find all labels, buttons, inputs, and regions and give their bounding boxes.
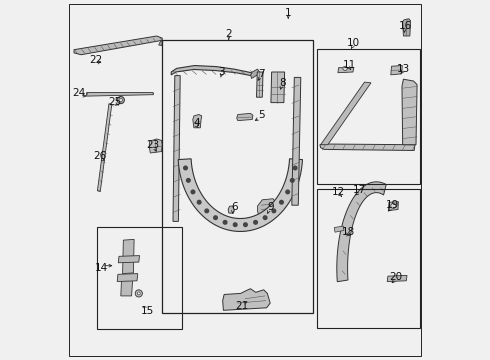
Circle shape — [263, 216, 267, 220]
Polygon shape — [387, 275, 407, 282]
Text: 23: 23 — [147, 140, 160, 150]
Circle shape — [135, 290, 143, 297]
Text: 10: 10 — [346, 38, 360, 48]
Polygon shape — [258, 199, 277, 217]
Text: 5: 5 — [258, 110, 265, 120]
Polygon shape — [222, 289, 270, 310]
Text: 7: 7 — [258, 69, 265, 79]
Circle shape — [233, 223, 237, 226]
Polygon shape — [118, 256, 140, 263]
Text: 19: 19 — [386, 200, 399, 210]
Circle shape — [391, 203, 396, 208]
Circle shape — [280, 201, 283, 204]
Polygon shape — [121, 279, 133, 296]
Circle shape — [254, 221, 257, 224]
Text: 11: 11 — [343, 60, 356, 70]
Text: 1: 1 — [285, 8, 292, 18]
Text: 25: 25 — [108, 96, 122, 107]
Text: 13: 13 — [397, 64, 410, 74]
Circle shape — [343, 66, 347, 71]
Circle shape — [244, 223, 247, 226]
Bar — [162, 40, 314, 313]
Circle shape — [291, 179, 294, 182]
Text: 21: 21 — [235, 301, 248, 311]
Circle shape — [184, 166, 187, 170]
Text: 14: 14 — [95, 263, 108, 273]
Text: 12: 12 — [332, 187, 345, 197]
Polygon shape — [338, 68, 354, 73]
Text: 4: 4 — [193, 118, 200, 128]
Text: 8: 8 — [279, 78, 286, 88]
Polygon shape — [320, 82, 371, 145]
Polygon shape — [257, 72, 263, 97]
Text: 16: 16 — [398, 21, 412, 31]
Polygon shape — [193, 114, 202, 128]
Polygon shape — [391, 66, 402, 75]
Polygon shape — [178, 159, 302, 231]
Circle shape — [205, 209, 209, 213]
Polygon shape — [337, 182, 386, 282]
Polygon shape — [98, 104, 112, 192]
Polygon shape — [388, 202, 398, 211]
Polygon shape — [74, 36, 162, 55]
Circle shape — [197, 201, 201, 204]
Polygon shape — [159, 41, 163, 46]
Polygon shape — [292, 77, 301, 205]
Polygon shape — [402, 79, 417, 145]
Polygon shape — [117, 274, 138, 282]
Bar — [317, 189, 419, 328]
Polygon shape — [171, 66, 253, 76]
Polygon shape — [173, 76, 180, 221]
Circle shape — [214, 216, 217, 220]
Polygon shape — [87, 93, 153, 96]
Polygon shape — [149, 139, 162, 153]
Circle shape — [117, 96, 124, 104]
Bar — [98, 227, 182, 329]
Text: 9: 9 — [267, 202, 273, 212]
Polygon shape — [237, 113, 253, 121]
Text: 15: 15 — [141, 306, 154, 316]
Circle shape — [223, 221, 227, 224]
Polygon shape — [403, 19, 411, 36]
Text: 2: 2 — [225, 29, 232, 39]
Circle shape — [272, 209, 276, 213]
Text: 3: 3 — [218, 67, 225, 77]
Polygon shape — [122, 239, 134, 274]
Circle shape — [294, 166, 297, 170]
Polygon shape — [320, 144, 415, 150]
Text: 18: 18 — [342, 227, 355, 237]
Text: 24: 24 — [72, 88, 85, 98]
Circle shape — [187, 179, 190, 182]
Polygon shape — [251, 69, 259, 78]
Circle shape — [137, 292, 140, 295]
Text: 6: 6 — [231, 202, 238, 212]
Text: 20: 20 — [390, 272, 403, 282]
Circle shape — [286, 190, 290, 194]
Text: 17: 17 — [353, 185, 366, 195]
Text: 22: 22 — [89, 55, 102, 66]
Bar — [317, 49, 419, 184]
Text: 26: 26 — [94, 151, 107, 161]
Polygon shape — [228, 206, 234, 213]
Circle shape — [191, 190, 195, 194]
Polygon shape — [271, 72, 285, 103]
Circle shape — [119, 98, 122, 102]
Polygon shape — [334, 226, 344, 232]
